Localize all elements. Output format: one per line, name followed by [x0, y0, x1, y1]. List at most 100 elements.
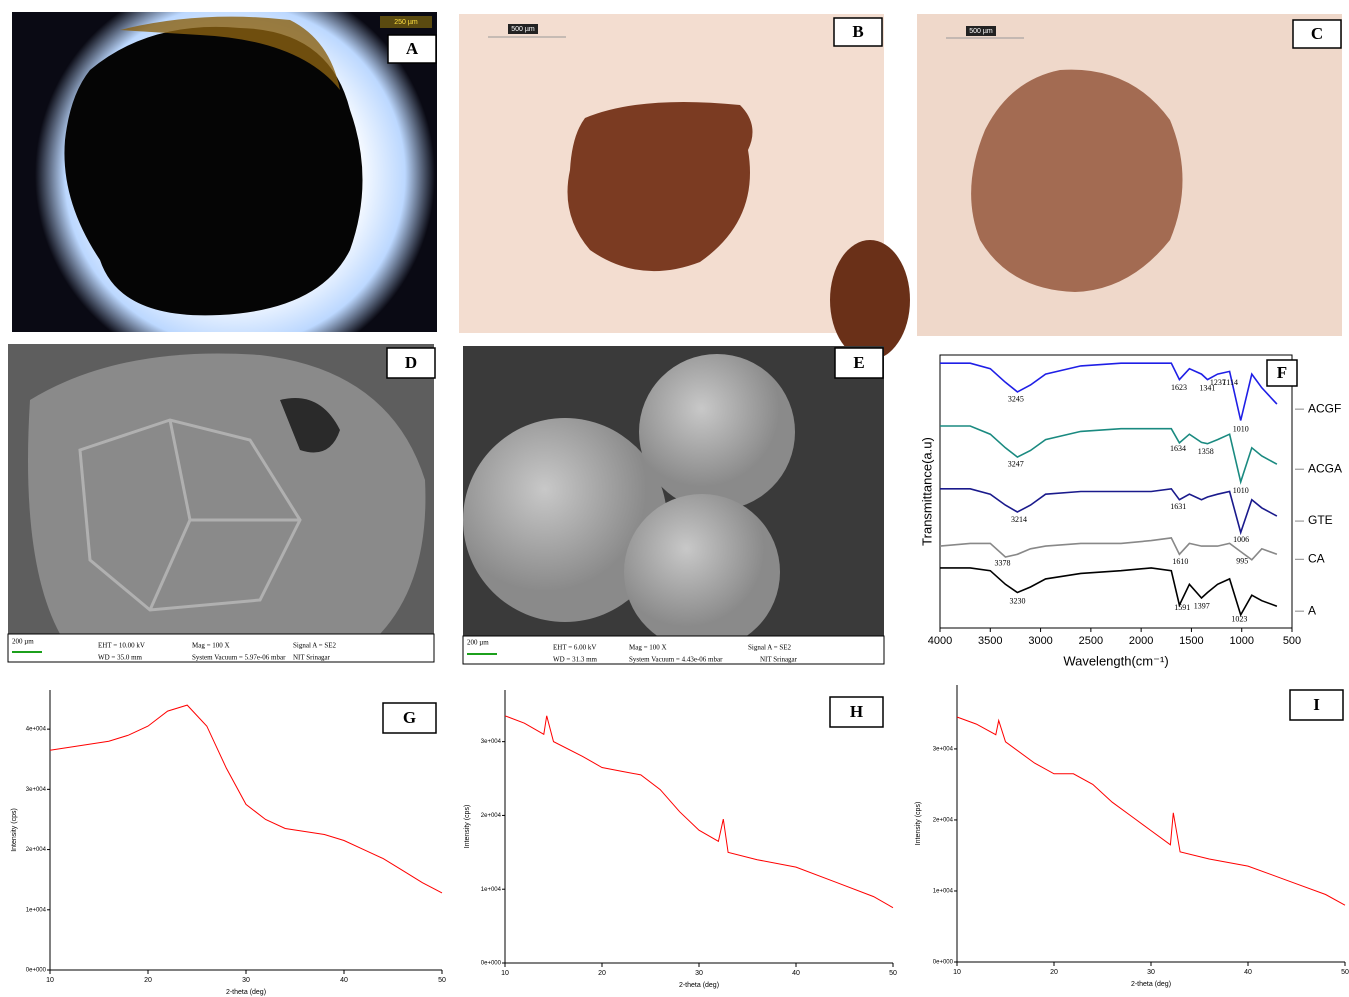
legend-label: ACGF	[1308, 401, 1341, 415]
peak-label: 3230	[1009, 596, 1025, 605]
panel-label: H	[850, 702, 863, 721]
scale-bar-label: 250 µm	[394, 19, 418, 26]
y-tick-label: 4e+004	[26, 727, 47, 733]
y-tick-label: 0e+000	[481, 961, 502, 967]
x-tick-label: 40	[340, 977, 348, 984]
y-axis-label: Intensity (cps)	[915, 802, 922, 846]
peak-label: 3214	[1011, 515, 1027, 524]
peak-label: 1631	[1170, 502, 1186, 511]
x-tick-label: 30	[695, 970, 703, 977]
series-line	[940, 538, 1277, 560]
panel-b	[459, 14, 910, 360]
peak-label: 3245	[1008, 394, 1024, 403]
x-tick-label: 1500	[1179, 635, 1203, 647]
series-line	[940, 489, 1277, 533]
x-tick-label: 20	[1050, 969, 1058, 976]
x-tick-label: 50	[438, 977, 446, 984]
y-tick-label: 3e+004	[26, 787, 47, 793]
peak-label: 1010	[1233, 486, 1249, 495]
panel-e	[463, 346, 884, 664]
panel-label: F	[1277, 363, 1287, 382]
peak-label: 1591	[1174, 603, 1190, 612]
peak-label: 1114	[1223, 378, 1238, 387]
sem-info: Mag = 100 X	[192, 642, 230, 650]
x-tick-label: 50	[889, 970, 897, 977]
scale-bar-label: 500 µm	[511, 26, 535, 33]
sem-info: WD = 31.3 mm	[553, 656, 598, 664]
sem-info: Signal A = SE2	[748, 644, 792, 652]
panel-label: G	[403, 708, 416, 727]
panel-d	[8, 344, 434, 662]
x-axis-label: 2-theta (deg)	[226, 989, 266, 996]
x-axis-label: Wavelength(cm⁻¹)	[1063, 653, 1168, 668]
x-tick-label: 10	[501, 970, 509, 977]
y-axis-label: Intensity (cps)	[464, 805, 471, 849]
sem-info: EHT = 10.00 kV	[98, 642, 145, 650]
y-tick-label: 1e+004	[26, 907, 47, 913]
scale-bar-label: 200 µm	[467, 639, 489, 647]
series-line	[505, 716, 893, 908]
x-tick-label: 10	[953, 969, 961, 976]
y-tick-label: 2e+004	[26, 847, 47, 853]
sem-info: Mag = 100 X	[629, 644, 667, 652]
sem-info: System Vacuum = 5.97e-06 mbar	[192, 654, 286, 662]
x-axis-label: 2-theta (deg)	[1131, 981, 1171, 988]
legend-label: GTE	[1308, 513, 1333, 527]
x-tick-label: 2000	[1129, 635, 1153, 647]
y-tick-label: 3e+004	[481, 739, 502, 745]
series-line	[940, 568, 1277, 615]
x-tick-label: 50	[1341, 969, 1349, 976]
y-axis-label: Intensity (cps)	[11, 808, 18, 852]
x-tick-label: 30	[242, 977, 250, 984]
x-tick-label: 2500	[1079, 635, 1103, 647]
series-line	[940, 363, 1277, 420]
peak-label: 3378	[995, 558, 1011, 567]
peak-label: 1358	[1198, 447, 1214, 456]
sem-info: Signal A = SE2	[293, 642, 337, 650]
x-tick-label: 40	[1244, 969, 1252, 976]
sem-info: System Vacuum = 4.43e-06 mbar	[629, 656, 723, 664]
panel-label: D	[405, 353, 417, 372]
panel-label: I	[1313, 695, 1320, 714]
peak-label: 1023	[1231, 614, 1247, 623]
peak-label: 1634	[1170, 444, 1186, 453]
scale-bar-label: 500 µm	[969, 28, 993, 35]
peak-label: 3247	[1008, 460, 1024, 469]
x-tick-label: 10	[46, 977, 54, 984]
x-tick-label: 40	[792, 970, 800, 977]
x-tick-label: 20	[598, 970, 606, 977]
scale-bar-label: 200 µm	[12, 638, 34, 646]
figure: 250 µm A 500 µm B 500 µm C 200 µm EHT = …	[0, 0, 1349, 997]
y-tick-label: 2e+004	[933, 818, 954, 824]
x-tick-label: 1000	[1229, 635, 1253, 647]
sem-info: EHT = 6.00 kV	[553, 644, 596, 652]
peak-label: 995	[1236, 557, 1248, 566]
sem-info: WD = 35.0 mm	[98, 654, 143, 662]
sem-info: NIT Srinagar	[760, 656, 798, 664]
peak-label: 1010	[1233, 424, 1249, 433]
x-tick-label: 4000	[928, 635, 952, 647]
y-tick-label: 3e+004	[933, 747, 954, 753]
x-tick-label: 3000	[1028, 635, 1052, 647]
sem-info: NIT Srinagar	[293, 654, 331, 662]
panel-label: C	[1311, 24, 1323, 43]
y-tick-label: 2e+004	[481, 813, 502, 819]
peak-label: 1623	[1171, 383, 1187, 392]
x-tick-label: 3500	[978, 635, 1002, 647]
panel-c	[917, 14, 1342, 336]
peak-label: 1006	[1233, 535, 1249, 544]
x-axis-label: 2-theta (deg)	[679, 982, 719, 989]
y-tick-label: 0e+000	[933, 960, 954, 966]
legend-label: A	[1308, 603, 1316, 617]
peak-label: 1397	[1194, 602, 1210, 611]
panel-a	[12, 0, 437, 375]
series-line	[957, 717, 1345, 905]
series-line	[940, 426, 1277, 482]
legend-label: CA	[1308, 551, 1325, 565]
legend-label: ACGA	[1308, 461, 1342, 475]
y-tick-label: 0e+000	[26, 968, 47, 974]
y-tick-label: 1e+004	[481, 887, 502, 893]
y-axis-label: Transmittance(a.u)	[919, 437, 934, 546]
x-tick-label: 20	[144, 977, 152, 984]
panel-label: E	[853, 353, 864, 372]
